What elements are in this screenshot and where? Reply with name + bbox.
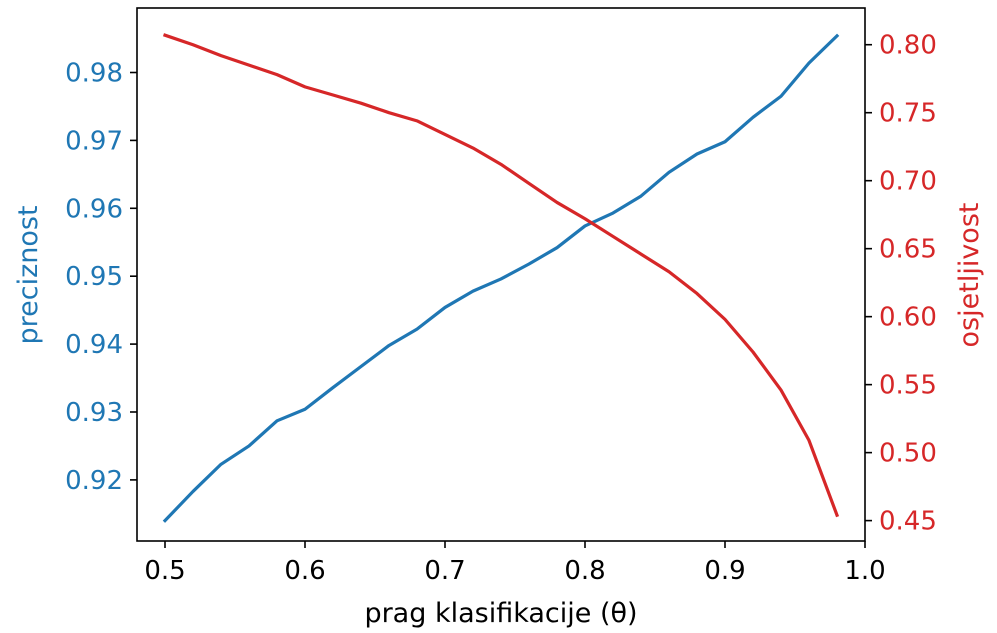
y-left-tick-label: 0.95 bbox=[65, 262, 123, 292]
series-group bbox=[162, 33, 840, 523]
x-tick-label: 0.7 bbox=[424, 556, 465, 586]
y-right-tick-label: 0.80 bbox=[879, 31, 937, 61]
x-tick-label: 0.9 bbox=[704, 556, 745, 586]
y-left-axis-label-text: preciznost bbox=[13, 205, 44, 344]
x-tick-label: 0.5 bbox=[144, 556, 185, 586]
y-right-tick-label: 0.50 bbox=[879, 439, 937, 469]
y-right-tick-label: 0.55 bbox=[879, 371, 937, 401]
y-right-tick-label: 0.45 bbox=[879, 507, 937, 537]
ticks-group: 0.5 0.6 0.7 0.8 0.9 1.0 0.92 0.93 0.94 0.95 0.96 0.… bbox=[65, 31, 937, 586]
y-right-tick-label: 0.75 bbox=[879, 99, 937, 129]
y-right-tick-label: 0.65 bbox=[879, 235, 937, 265]
series-line-osjetljivost bbox=[162, 33, 840, 518]
x-axis-label: prag klasifikacije (θ) bbox=[364, 598, 637, 629]
y-right-axis-label-text: osjetljivost bbox=[954, 203, 985, 348]
series-line-preciznost bbox=[162, 33, 840, 523]
x-tick-label: 0.6 bbox=[284, 556, 325, 586]
y-left-tick-label: 0.92 bbox=[65, 466, 123, 496]
y-right-tick-label: 0.60 bbox=[879, 303, 937, 333]
y-left-tick-label: 0.94 bbox=[65, 330, 123, 360]
y-left-tick-label: 0.98 bbox=[65, 59, 123, 89]
plot-frame bbox=[136, 7, 866, 542]
y-left-axis-label: preciznost bbox=[13, 205, 44, 344]
x-tick-label: 1.0 bbox=[844, 556, 885, 586]
y-left-tick-label: 0.93 bbox=[65, 398, 123, 428]
x-tick-label: 0.8 bbox=[564, 556, 605, 586]
y-left-tick-label: 0.97 bbox=[65, 126, 123, 156]
y-right-axis-label: osjetljivost bbox=[954, 203, 985, 348]
y-right-tick-label: 0.70 bbox=[879, 167, 937, 197]
y-left-tick-label: 0.96 bbox=[65, 194, 123, 224]
